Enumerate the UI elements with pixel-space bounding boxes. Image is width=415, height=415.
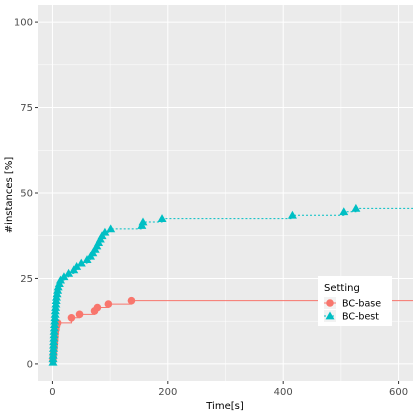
data-point bbox=[67, 313, 76, 322]
data-point bbox=[287, 210, 297, 219]
grid bbox=[38, 5, 413, 381]
series-layer bbox=[48, 203, 413, 366]
data-point bbox=[100, 227, 110, 236]
data-point bbox=[138, 217, 148, 226]
data-point bbox=[157, 214, 167, 223]
x-tick-label: 600 bbox=[389, 387, 408, 398]
y-tick-label: 0 bbox=[27, 359, 33, 370]
x-tick-label: 200 bbox=[158, 387, 177, 398]
data-point bbox=[127, 296, 136, 305]
series-BC-best bbox=[48, 203, 413, 366]
x-tick-label: 400 bbox=[274, 387, 293, 398]
y-axis-title: #instances [%] bbox=[4, 157, 15, 234]
legend-key-marker bbox=[325, 311, 335, 320]
y-tick-label: 75 bbox=[20, 103, 33, 114]
legend-title: Setting bbox=[324, 283, 360, 294]
y-tick-label: 100 bbox=[14, 18, 33, 29]
y-tick-label: 50 bbox=[20, 189, 33, 200]
x-axis-title: Time[s] bbox=[205, 401, 244, 412]
data-point bbox=[64, 268, 74, 277]
data-point bbox=[72, 261, 82, 270]
data-point bbox=[93, 303, 102, 312]
data-point bbox=[339, 207, 349, 216]
legend-label: BC-base bbox=[342, 299, 381, 310]
data-point bbox=[59, 272, 69, 281]
legend-label: BC-best bbox=[342, 312, 379, 323]
axes: 0 25 50 75 100 0 200 400 600 bbox=[14, 18, 408, 398]
data-point bbox=[104, 300, 113, 308]
legend-key-BC-base bbox=[324, 297, 336, 309]
legend: Setting BC-base BC-best bbox=[318, 276, 392, 326]
data-point bbox=[106, 224, 116, 233]
legend-key-marker bbox=[326, 299, 334, 307]
data-point bbox=[75, 310, 84, 319]
legend-key-BC-best bbox=[324, 310, 336, 322]
y-tick-label: 25 bbox=[20, 274, 33, 285]
data-point bbox=[76, 258, 86, 267]
x-tick-label: 0 bbox=[49, 387, 55, 398]
data-point bbox=[351, 203, 361, 212]
